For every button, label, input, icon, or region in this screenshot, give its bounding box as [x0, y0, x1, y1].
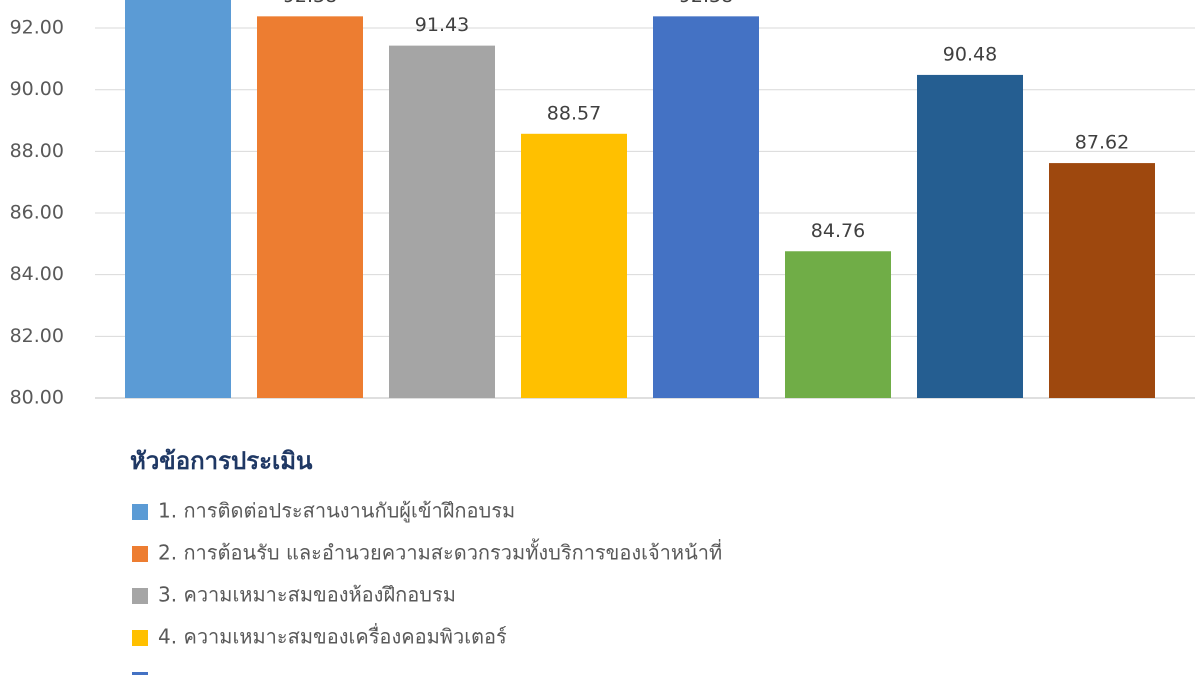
y-tick-label: 88.00: [10, 140, 64, 162]
legend-swatch: [132, 588, 148, 604]
y-tick-label: 82.00: [10, 325, 64, 347]
value-label: 91.43: [415, 14, 469, 36]
legend-swatch: [132, 672, 148, 675]
y-tick-label: 84.00: [10, 263, 64, 285]
bar: [653, 16, 759, 399]
bar: [917, 74, 1023, 399]
y-tick-label: 90.00: [10, 78, 64, 100]
legend-swatch: [132, 546, 148, 562]
value-label: 92.38: [679, 0, 733, 7]
y-tick-label: 92.00: [10, 17, 64, 39]
legend-label: 2. การต้อนรับ และอำนวยความสะดวกรวมทั้งบร…: [158, 539, 722, 565]
value-label: 87.62: [1075, 132, 1129, 154]
y-tick-label: 80.00: [10, 387, 64, 409]
value-label: 88.57: [547, 102, 601, 124]
legend-swatch: [132, 504, 148, 520]
legend-title: หัวข้อการประเมิน: [130, 447, 313, 475]
legend-swatch: [132, 630, 148, 646]
value-label: 92.38: [283, 0, 337, 7]
legend-label: 3. ความเหมาะสมของห้องฝึกอบรม: [158, 583, 456, 607]
bar: [389, 45, 495, 398]
bar: [257, 16, 363, 399]
bar: [521, 133, 627, 398]
value-label: 84.76: [811, 220, 865, 242]
bar: [125, 0, 231, 398]
legend-label: 4. ความเหมาะสมของเครื่องคอมพิวเตอร์: [158, 623, 507, 649]
bar: [785, 251, 891, 398]
value-label: 90.48: [943, 43, 997, 65]
bar: [1049, 163, 1155, 398]
y-tick-label: 86.00: [10, 202, 64, 224]
legend-label: 1. การติดต่อประสานงานกับผู้เข้าฝึกอบรม: [158, 499, 515, 524]
